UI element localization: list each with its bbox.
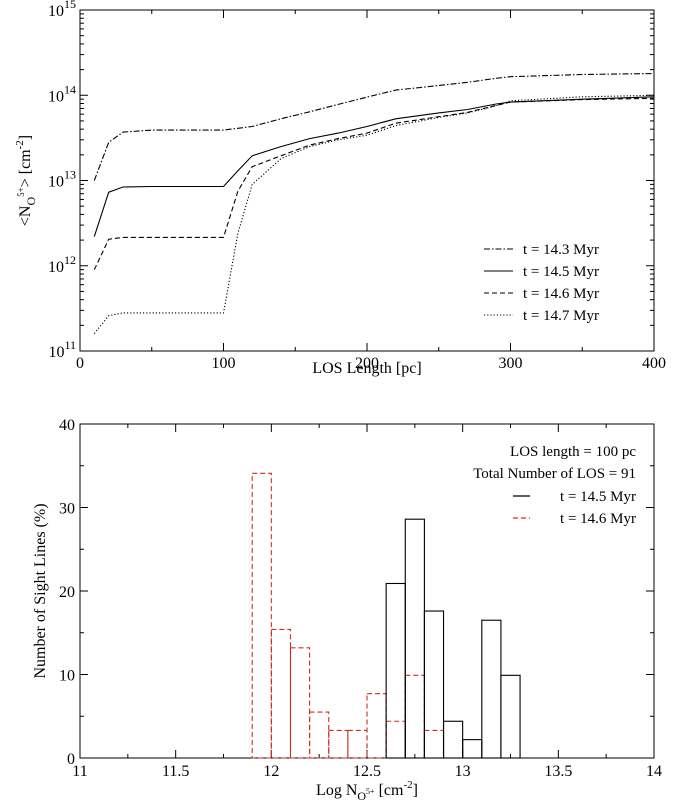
y-tick-label: 1011 <box>48 338 76 361</box>
series-line-3 <box>93 97 655 270</box>
histogram-bar-2 <box>251 472 272 759</box>
series-line-4 <box>93 94 655 334</box>
x-tick-label: 12 <box>263 763 279 780</box>
histogram-bar-2 <box>423 729 445 759</box>
x-tick-label: 200 <box>355 355 379 372</box>
x-axis-label: Log NO5+ [cm-2] <box>316 779 418 803</box>
y-tick-label: 0 <box>67 751 75 768</box>
legend-label: t = 14.5 Myr <box>560 489 636 505</box>
histogram-bar-1 <box>423 610 445 759</box>
x-tick-label: 11.5 <box>162 763 189 780</box>
y-axis-label: <NO5+> [cm-2] <box>14 135 38 226</box>
histogram-bar-1 <box>481 619 502 759</box>
x-tick-label: 0 <box>76 355 84 372</box>
y-tick-label: 1013 <box>48 168 76 191</box>
x-tick-label: 13.5 <box>544 763 572 780</box>
histogram-bar-2 <box>347 729 368 759</box>
annotation-text: LOS length = 100 pc <box>510 444 636 460</box>
y-tick-label: 1015 <box>48 0 76 20</box>
y-tick-label: 20 <box>59 584 75 601</box>
histogram-bar-2 <box>270 628 292 759</box>
histogram-bar-1 <box>462 739 483 759</box>
legend-label: t = 14.6 Myr <box>560 511 636 527</box>
los-length-panel: 0 100 200 300 400 1011 1012 1013 1014 1015 LOS Len… <box>14 0 666 377</box>
histogram-bar-2 <box>366 693 387 759</box>
y-tick-label: 1014 <box>48 82 76 105</box>
histogram-bar-2 <box>309 711 330 759</box>
histogram-bar-1 <box>442 720 464 759</box>
x-axis-label: LOS Length [pc] <box>312 360 421 377</box>
x-tick-label: 13 <box>455 763 471 780</box>
histogram-bar-2 <box>328 729 349 759</box>
y-tick-label: 30 <box>59 501 75 518</box>
annotation-text: Total Number of LOS = 91 <box>473 466 636 482</box>
x-tick-label: 11 <box>72 763 87 780</box>
x-tick-label: 12.5 <box>353 763 381 780</box>
y-tick-label: 10 <box>59 668 75 685</box>
histogram-bar-1 <box>404 518 425 759</box>
histogram-bar-2 <box>385 720 406 759</box>
histogram-bar-1 <box>385 582 406 759</box>
legend-label: t = 14.5 Myr <box>523 264 599 280</box>
legend-label: t = 14.6 Myr <box>523 286 599 302</box>
y-tick-label: 1012 <box>48 253 76 276</box>
series-line-1 <box>93 72 655 181</box>
series-line-2 <box>93 96 655 237</box>
legend-label: t = 14.7 Myr <box>523 308 599 324</box>
histogram-bar-2 <box>404 674 425 759</box>
x-tick-label: 14 <box>646 763 662 780</box>
histogram-panel: 11 11.5 12 12.5 13 13.5 14 0 10 20 30 40 Log NO5+ [c… <box>32 417 662 803</box>
y-axis-label: Number of Sight Lines (%) <box>32 503 49 678</box>
x-tick-label: 100 <box>212 355 236 372</box>
x-tick-label: 300 <box>499 355 523 372</box>
legend-label: t = 14.3 Myr <box>523 242 599 258</box>
y-tick-label: 40 <box>59 417 75 434</box>
x-tick-label: 400 <box>642 355 666 372</box>
histogram-bar-1 <box>500 674 521 759</box>
histogram-bar-2 <box>289 647 311 759</box>
